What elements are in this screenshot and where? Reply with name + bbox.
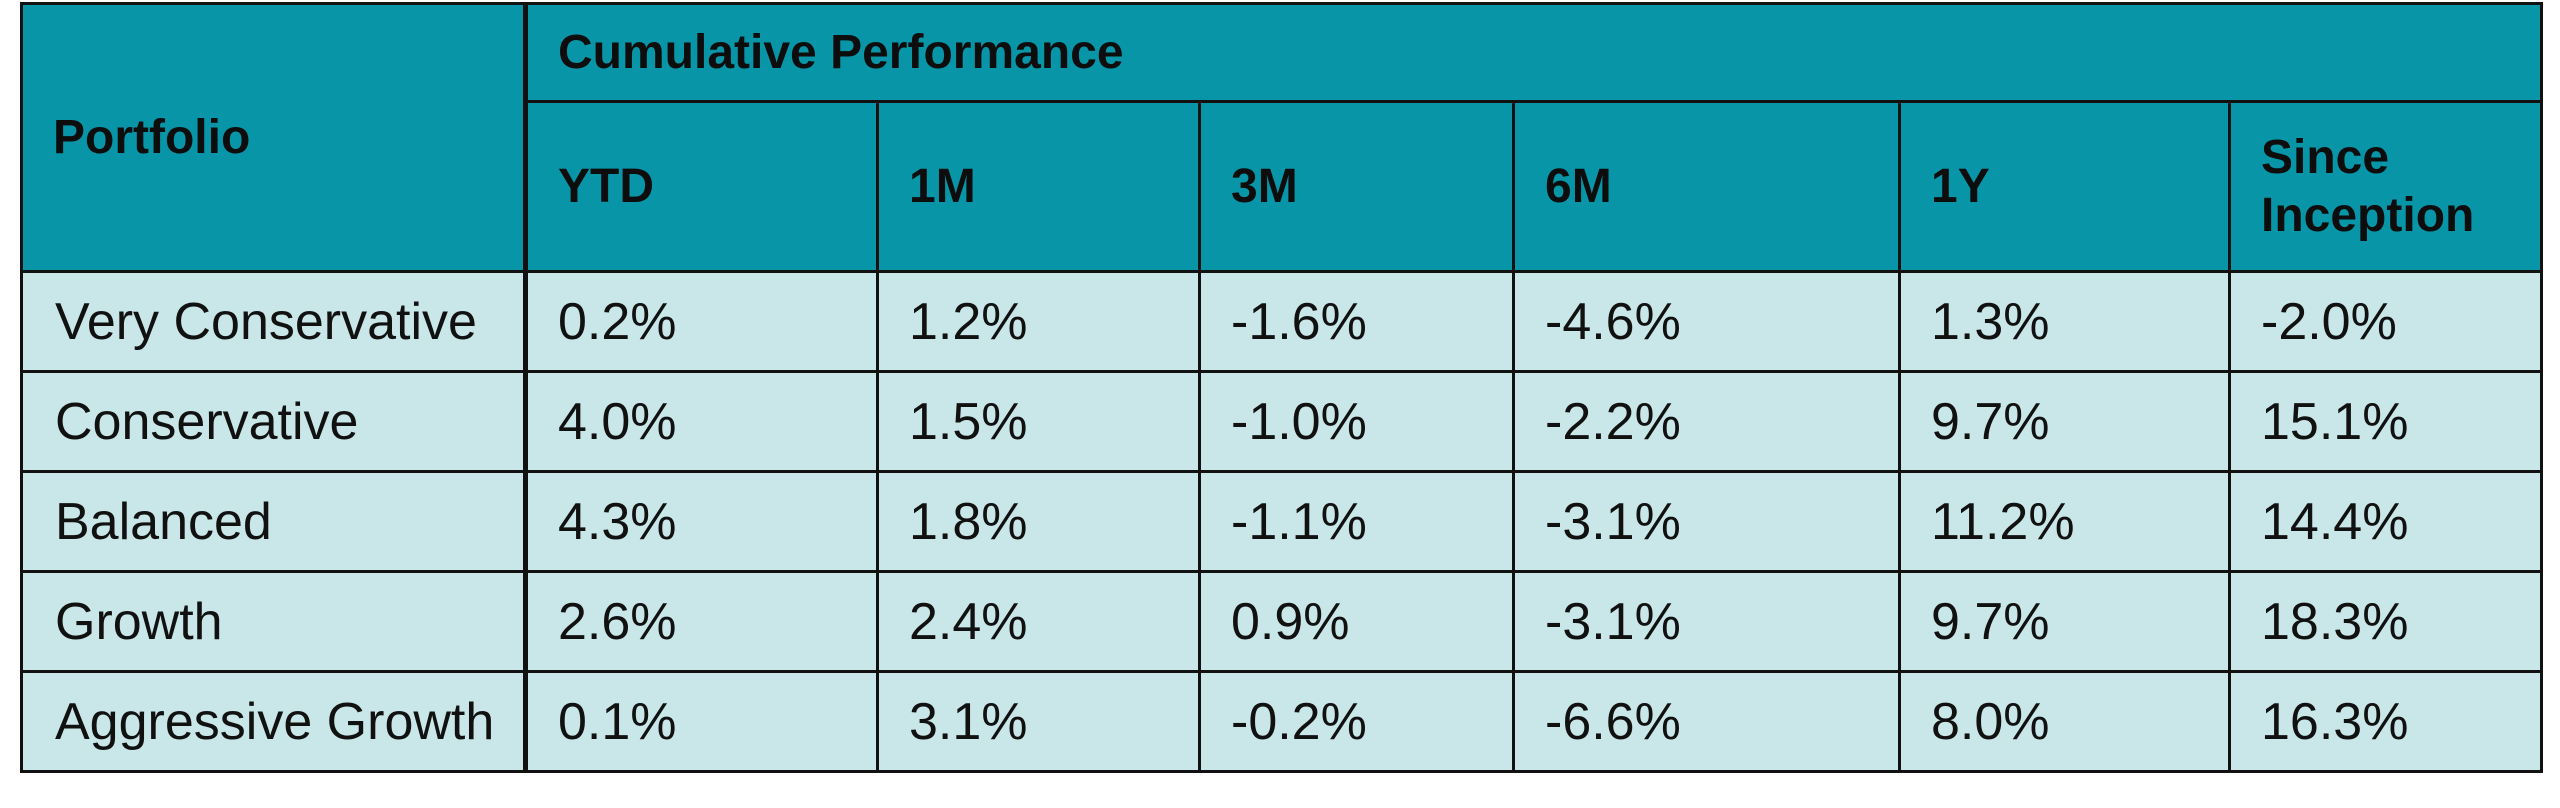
table-row-conservative: Conservative 4.0% 1.5% -1.0% -2.2% 9.7% … (20, 370, 2543, 473)
value-cell-1m: 3.1% (876, 670, 1201, 773)
period-header-since-inception: Since Inception (2228, 100, 2543, 273)
value-cell-3m: -0.2% (1198, 670, 1515, 773)
value-cell-since-inception: 15.1% (2228, 370, 2543, 473)
value-cell-6m: -3.1% (1512, 470, 1901, 573)
period-header-3m: 3M (1198, 100, 1515, 273)
value-cell-6m: -2.2% (1512, 370, 1901, 473)
value-cell-since-inception: 18.3% (2228, 570, 2543, 673)
cumulative-performance-table: Portfolio Cumulative Performance YTD 1M … (20, 2, 2543, 773)
cumulative-performance-header: Cumulative Performance (523, 2, 2543, 103)
value-cell-1m: 1.5% (876, 370, 1201, 473)
header-row-group: Portfolio Cumulative Performance (20, 2, 2543, 273)
value-cell-3m: -1.0% (1198, 370, 1515, 473)
period-header-6m: 6M (1512, 100, 1901, 273)
value-cell-3m: -1.1% (1198, 470, 1515, 573)
value-cell-ytd: 4.3% (523, 470, 879, 573)
value-cell-since-inception: 14.4% (2228, 470, 2543, 573)
value-cell-ytd: 2.6% (523, 570, 879, 673)
portfolio-name-cell: Very Conservative (20, 270, 527, 373)
period-header-1y: 1Y (1898, 100, 2231, 273)
portfolio-name-cell: Growth (20, 570, 527, 673)
value-cell-1m: 2.4% (876, 570, 1201, 673)
header-row-periods: YTD 1M 3M 6M 1Y Since Inception (22, 100, 2543, 273)
portfolio-header: Portfolio (20, 2, 527, 273)
performance-table-container: Portfolio Cumulative Performance YTD 1M … (20, 2, 2543, 773)
portfolio-name-cell: Balanced (20, 470, 527, 573)
value-cell-3m: -1.6% (1198, 270, 1515, 373)
value-cell-1y: 1.3% (1898, 270, 2231, 373)
period-header-ytd: YTD (523, 100, 879, 273)
value-cell-1m: 1.8% (876, 470, 1201, 573)
portfolio-name-cell: Aggressive Growth (20, 670, 527, 773)
value-cell-3m: 0.9% (1198, 570, 1515, 673)
value-cell-1y: 8.0% (1898, 670, 2231, 773)
table-row-growth: Growth 2.6% 2.4% 0.9% -3.1% 9.7% 18.3% (20, 570, 2543, 673)
table-row-aggressive-growth: Aggressive Growth 0.1% 3.1% -0.2% -6.6% … (20, 670, 2543, 773)
value-cell-1m: 1.2% (876, 270, 1201, 373)
value-cell-6m: -3.1% (1512, 570, 1901, 673)
value-cell-ytd: 4.0% (523, 370, 879, 473)
period-header-1m: 1M (876, 100, 1201, 273)
value-cell-1y: 9.7% (1898, 370, 2231, 473)
value-cell-since-inception: -2.0% (2228, 270, 2543, 373)
value-cell-1y: 11.2% (1898, 470, 2231, 573)
value-cell-since-inception: 16.3% (2228, 670, 2543, 773)
portfolio-name-cell: Conservative (20, 370, 527, 473)
value-cell-ytd: 0.1% (523, 670, 879, 773)
value-cell-6m: -6.6% (1512, 670, 1901, 773)
value-cell-6m: -4.6% (1512, 270, 1901, 373)
table-row-very-conservative: Very Conservative 0.2% 1.2% -1.6% -4.6% … (20, 270, 2543, 373)
table-row-balanced: Balanced 4.3% 1.8% -1.1% -3.1% 11.2% 14.… (20, 470, 2543, 573)
value-cell-1y: 9.7% (1898, 570, 2231, 673)
value-cell-ytd: 0.2% (523, 270, 879, 373)
